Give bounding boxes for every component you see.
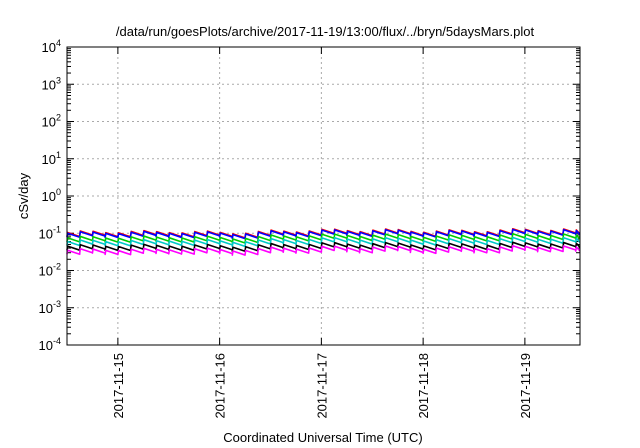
y-tick-label: 10-1 [39,224,61,241]
y-axis-label: cSv/day [16,172,31,219]
y-tick-label: 10-2 [39,262,61,279]
grid-lines [67,46,580,346]
y-tick-label: 100 [42,187,61,204]
x-tick-label: 2017-11-15 [111,353,126,419]
x-tick-labels: 2017-11-15 2017-11-16 2017-11-17 2017-11-18… [111,353,533,419]
x-tick-label: 2017-11-16 [213,353,228,419]
y-tick-label: 103 [42,75,61,92]
chart-title: /data/run/goesPlots/archive/2017-11-19/1… [116,24,535,39]
plot-frame [66,46,581,346]
x-tick-label: 2017-11-19 [518,353,533,419]
series-line [66,244,581,256]
y-tick-labels: 10-4 10-3 10-2 10-1 100 101 102 103 104 [39,38,61,353]
x-tick-label: 2017-11-18 [416,353,431,419]
y-tick-label: 104 [42,38,61,55]
y-tick-label: 10-4 [39,336,61,353]
y-tick-label: 102 [42,113,61,130]
x-tick-label: 2017-11-17 [314,353,329,419]
y-tick-label: 101 [42,150,61,167]
x-axis-label: Coordinated Universal Time (UTC) [223,430,422,445]
series-lines [66,227,581,256]
y-tick-label: 10-3 [39,299,61,316]
